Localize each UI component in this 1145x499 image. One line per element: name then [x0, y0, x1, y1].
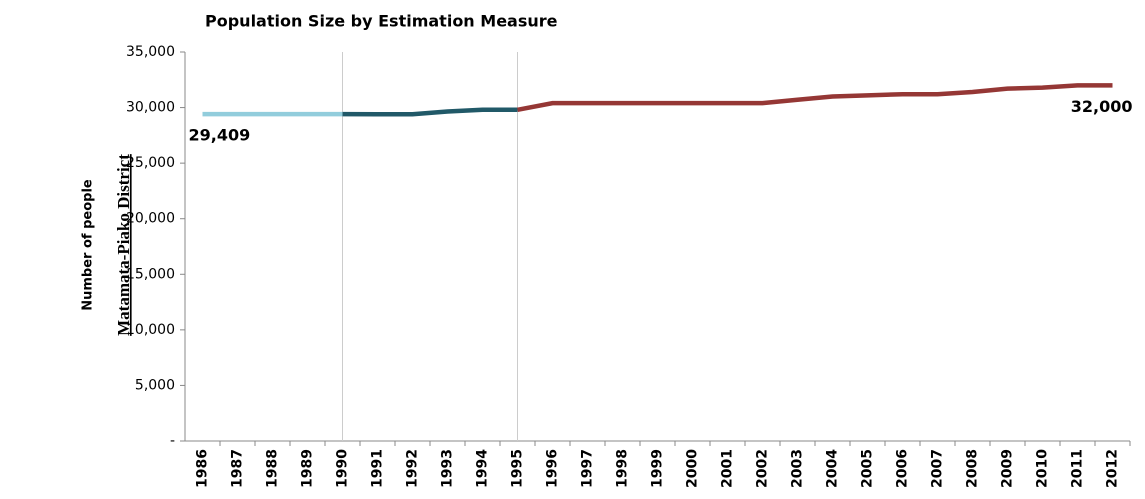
x-tick-label: 2009 [1000, 449, 1016, 488]
y-tick-label: 30,000 [126, 100, 175, 116]
x-tick-label: 1991 [370, 449, 386, 488]
x-tick-label: 1987 [230, 449, 246, 488]
y-tick-label: 15,000 [126, 266, 175, 282]
x-tick-label: 2011 [1070, 449, 1086, 488]
x-tick-label: 2012 [1105, 449, 1121, 488]
x-tick-label: 1989 [300, 449, 316, 488]
x-tick-label: 2006 [895, 449, 911, 488]
x-tick-label: 2005 [860, 449, 876, 488]
y-tick-label: 35,000 [126, 44, 175, 60]
x-tick-label: 2000 [685, 449, 701, 488]
x-tick-label: 2010 [1035, 449, 1051, 488]
x-tick-label: 2008 [965, 449, 981, 488]
data-label: 29,409 [189, 126, 251, 145]
x-tick-label: 2001 [720, 449, 736, 488]
x-tick-label: 1997 [580, 449, 596, 488]
x-tick-label: 2003 [790, 449, 806, 488]
x-tick-label: 1993 [440, 449, 456, 488]
x-tick-label: 1986 [195, 449, 211, 488]
x-tick-label: 1988 [265, 449, 281, 488]
data-label: 32,000 [1071, 97, 1133, 116]
y-axis-title: Number of people [81, 179, 96, 311]
x-tick-label: 2002 [755, 449, 771, 488]
x-tick-label: 1990 [335, 449, 351, 488]
x-tick-label: 1994 [475, 449, 491, 488]
x-tick-label: 2004 [825, 449, 841, 488]
series-line [342, 107, 518, 117]
x-tick-label: 1995 [510, 449, 526, 488]
side-label: Matamata-Piako District [114, 154, 133, 336]
x-tick-label: 1999 [650, 449, 666, 488]
y-tick-label: 5,000 [135, 377, 175, 393]
x-tick-label: 1992 [405, 449, 421, 488]
y-tick-label: 10,000 [126, 322, 175, 338]
series-line [517, 83, 1113, 113]
y-tick-label: 25,000 [126, 155, 175, 171]
x-tick-label: 1998 [615, 449, 631, 488]
x-tick-label: 1996 [545, 449, 561, 488]
x-tick-label: 2007 [930, 449, 946, 488]
y-tick-label: - [170, 433, 175, 449]
chart-title: Population Size by Estimation Measure [205, 12, 558, 31]
y-tick-label: 20,000 [126, 211, 175, 227]
